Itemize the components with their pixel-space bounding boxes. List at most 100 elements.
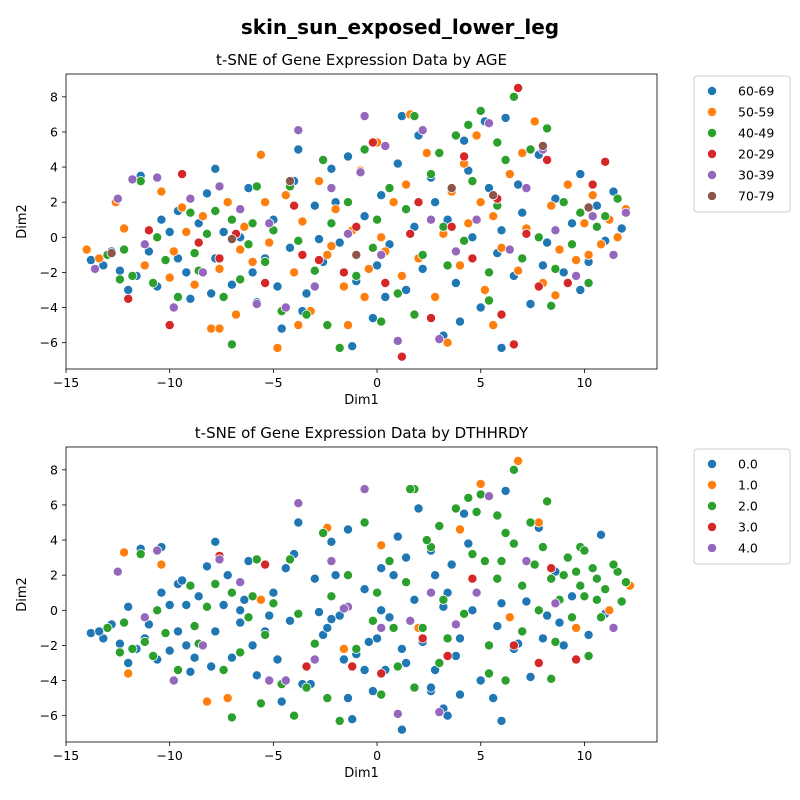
scatter-point — [434, 334, 445, 345]
legend-marker — [707, 458, 718, 469]
legend-marker — [707, 543, 718, 554]
scatter-point — [533, 517, 544, 528]
scatter-point — [454, 260, 465, 271]
scatter-point — [280, 302, 291, 313]
scatter-point — [475, 302, 486, 313]
scatter-point — [596, 529, 607, 540]
scatter-point — [114, 638, 125, 649]
scatter-point — [309, 200, 320, 211]
scatter-point — [376, 563, 387, 574]
scatter-point — [123, 293, 134, 304]
scatter-point — [537, 140, 548, 151]
scatter-point — [392, 288, 403, 299]
scatter-point — [417, 249, 428, 260]
scatter-point — [177, 575, 188, 586]
scatter-point — [326, 163, 337, 174]
scatter-point — [384, 183, 395, 194]
scatter-point — [342, 693, 353, 704]
scatter-point — [372, 260, 383, 271]
chart-panel-1: t-SNE of Gene Expression Data by AGE −15 −… — [15, 51, 791, 408]
scatter-point — [517, 580, 528, 591]
scatter-point — [293, 235, 304, 246]
scatter-point — [488, 693, 499, 704]
scatter-point — [500, 112, 511, 123]
scatter-point — [587, 179, 598, 190]
scatter-point — [463, 538, 474, 549]
legend-label: 60-69 — [738, 84, 774, 99]
scatter-point — [583, 651, 594, 662]
scatter-point — [119, 223, 130, 234]
scatter-point — [396, 724, 407, 735]
scatter-point — [318, 154, 329, 165]
scatter-point — [488, 211, 499, 222]
scatter-point — [367, 615, 378, 626]
scatter-point — [201, 601, 212, 612]
scatter-point — [430, 291, 441, 302]
scatter-point — [189, 279, 200, 290]
scatter-point — [384, 612, 395, 623]
scatter-point — [181, 600, 192, 611]
scatter-point — [359, 111, 370, 122]
scatter-point — [210, 579, 221, 590]
scatter-point — [376, 249, 387, 260]
scatter-point — [326, 536, 337, 547]
y-tick-label: −4 — [40, 300, 58, 315]
scatter-point — [492, 621, 503, 632]
scatter-point — [417, 125, 428, 136]
scatter-point — [127, 174, 138, 185]
scatter-point — [575, 169, 586, 180]
scatter-point — [554, 617, 565, 628]
scatter-point — [301, 288, 312, 299]
scatter-point — [351, 270, 362, 281]
scatter-point — [297, 216, 308, 227]
scatter-point — [210, 163, 221, 174]
scatter-point — [471, 214, 482, 225]
scatter-point — [284, 242, 295, 253]
scatter-point — [533, 281, 544, 292]
scatter-point — [388, 570, 399, 581]
scatter-point — [264, 237, 275, 248]
scatter-point — [181, 267, 192, 278]
scatter-point — [504, 244, 515, 255]
scatter-point — [156, 214, 167, 225]
scatter-point — [537, 542, 548, 553]
scatter-point — [135, 549, 146, 560]
scatter-point — [550, 290, 561, 301]
legend-label: 0.0 — [738, 457, 758, 472]
x-tick-label: −15 — [53, 375, 79, 390]
scatter-point — [247, 267, 258, 278]
scatter-point — [533, 605, 544, 616]
scatter-point — [504, 612, 515, 623]
scatter-point — [450, 503, 461, 514]
scatter-point — [442, 633, 453, 644]
scatter-point — [322, 249, 333, 260]
scatter-point — [467, 232, 478, 243]
scatter-point — [571, 566, 582, 577]
scatter-point — [425, 313, 436, 324]
scatter-point — [94, 253, 105, 264]
scatter-point — [367, 137, 378, 148]
scatter-point — [521, 228, 532, 239]
scatter-point — [218, 291, 229, 302]
scatter-point — [496, 598, 507, 609]
scatter-point — [401, 552, 412, 563]
scatter-point — [322, 693, 333, 704]
scatter-point — [434, 707, 445, 718]
scatter-point — [359, 484, 370, 495]
scatter-point — [600, 584, 611, 595]
chart-title: t-SNE of Gene Expression Data by DTHHRDY — [195, 424, 529, 442]
scatter-point — [612, 193, 623, 204]
scatter-point — [222, 570, 233, 581]
scatter-point — [214, 253, 225, 264]
scatter-point — [172, 626, 183, 637]
scatter-point — [185, 666, 196, 677]
scatter-point — [504, 169, 515, 180]
scatter-point — [210, 205, 221, 216]
scatter-point — [218, 665, 229, 676]
scatter-point — [139, 239, 150, 250]
scatter-point — [247, 218, 258, 229]
figure-title: skin_sun_exposed_lower_leg — [241, 15, 559, 39]
scatter-point — [260, 197, 271, 208]
scatter-point — [492, 573, 503, 584]
scatter-points — [81, 83, 631, 362]
